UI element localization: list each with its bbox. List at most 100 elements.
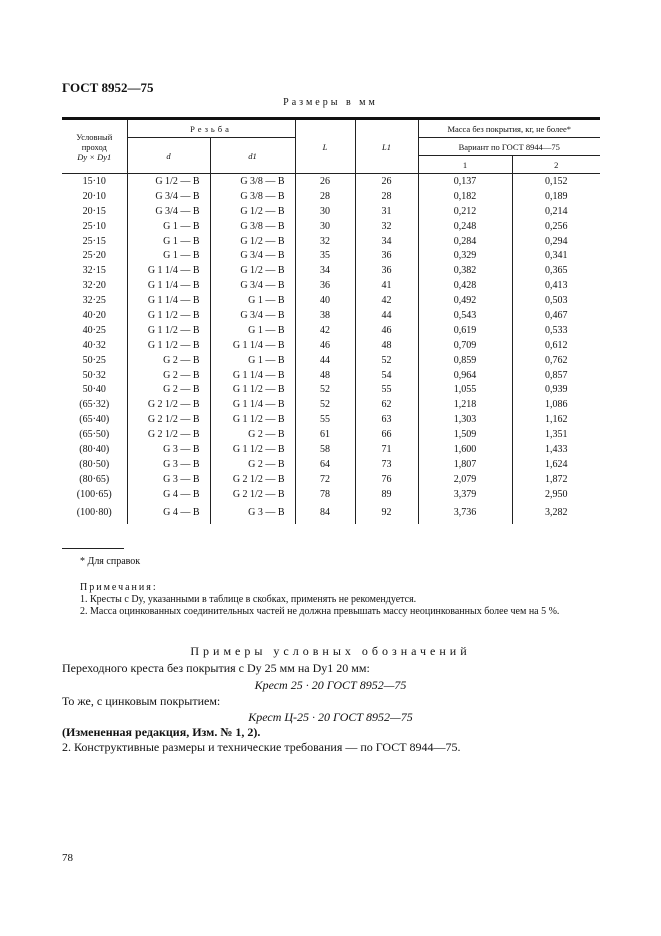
table-cell: 50·25 bbox=[62, 352, 128, 368]
table-cell: (100·80) bbox=[62, 501, 128, 524]
table-cell: G 3/4 — B bbox=[209, 308, 296, 323]
page-number: 78 bbox=[62, 852, 73, 864]
table-cell: 1,351 bbox=[511, 427, 600, 443]
footnote: * Для справок bbox=[80, 556, 141, 567]
header-d: d bbox=[126, 137, 211, 174]
table-cell: G 1 1/2 — B bbox=[126, 308, 211, 323]
table-cell: 89 bbox=[354, 486, 419, 502]
table-cell: 25·10 bbox=[62, 218, 128, 234]
table-cell: 35 bbox=[294, 248, 356, 264]
table-cell: (80·40) bbox=[62, 442, 128, 457]
table-cell: 66 bbox=[354, 427, 419, 443]
table-cell: 0,365 bbox=[511, 263, 600, 279]
table-cell: 0,248 bbox=[417, 218, 513, 234]
table-cell: 78 bbox=[294, 486, 356, 502]
table-cell: G 1/2 — B bbox=[209, 263, 296, 279]
table-cell: G 3/4 — B bbox=[126, 203, 211, 219]
table-cell: (65·50) bbox=[62, 427, 128, 443]
table-cell: 36 bbox=[354, 248, 419, 264]
table-cell: G 3/4 — B bbox=[209, 278, 296, 294]
table-cell: G 2 — B bbox=[126, 367, 211, 383]
table-cell: G 1 1/2 — B bbox=[126, 322, 211, 338]
table-cell: G 2 1/2 — B bbox=[209, 471, 296, 487]
header-L: L bbox=[294, 117, 356, 174]
table-cell: 52 bbox=[354, 352, 419, 368]
dimensions-table: Условный проход Dy × Dy1 Резьба L L1 Мас… bbox=[62, 117, 600, 524]
table-cell: 0,341 bbox=[511, 248, 600, 264]
table-cell: 0,503 bbox=[511, 293, 600, 309]
table-cell: 40 bbox=[294, 293, 356, 309]
header-thread: Резьба bbox=[126, 117, 296, 138]
table-cell: 61 bbox=[294, 427, 356, 443]
table-cell: 0,182 bbox=[417, 188, 513, 204]
table-cell: 3,736 bbox=[417, 501, 513, 524]
table-cell: G 3 — B bbox=[126, 471, 211, 487]
table-cell: 28 bbox=[354, 188, 419, 204]
table-cell: 44 bbox=[354, 308, 419, 323]
table-cell: 1,807 bbox=[417, 456, 513, 472]
table-cell: G 1 1/4 — B bbox=[126, 293, 211, 309]
table-cell: G 3/4 — B bbox=[209, 248, 296, 264]
document-title: ГОСТ 8952—75 bbox=[62, 80, 154, 95]
table-cell: 0,382 bbox=[417, 263, 513, 279]
table-cell: G 2 1/2 — B bbox=[126, 427, 211, 443]
table-cell: G 1 — B bbox=[126, 248, 211, 264]
table-cell: 30 bbox=[294, 218, 356, 234]
table-cell: 32 bbox=[294, 233, 356, 249]
table-cell: 1,433 bbox=[511, 442, 600, 457]
table-cell: G 1 1/4 — B bbox=[126, 278, 211, 294]
examples-heading: Примеры условных обозначений bbox=[190, 644, 471, 658]
table-cell: 34 bbox=[354, 233, 419, 249]
table-cell: 0,964 bbox=[417, 367, 513, 383]
table-cell: 28 bbox=[294, 188, 356, 204]
table-cell: G 3/8 — B bbox=[209, 218, 296, 234]
table-cell: 1,624 bbox=[511, 456, 600, 472]
table-cell: G 1 1/4 — B bbox=[209, 367, 296, 383]
table-cell: 44 bbox=[294, 352, 356, 368]
header-variant-1: 1 bbox=[417, 155, 513, 174]
table-cell: G 2 — B bbox=[209, 456, 296, 472]
table-cell: 73 bbox=[354, 456, 419, 472]
table-cell: 15·10 bbox=[62, 173, 128, 189]
example-1-designation: Крест 25 · 20 ГОСТ 8952—75 bbox=[254, 678, 407, 692]
table-cell: (80·65) bbox=[62, 471, 128, 487]
table-cell: 1,055 bbox=[417, 382, 513, 398]
table-cell: 63 bbox=[354, 412, 419, 428]
table-cell: 1,600 bbox=[417, 442, 513, 457]
table-cell: G 1 — B bbox=[209, 322, 296, 338]
table-cell: (100·65) bbox=[62, 486, 128, 502]
table-cell: 58 bbox=[294, 442, 356, 457]
table-cell: G 2 1/2 — B bbox=[126, 397, 211, 413]
table-cell: 32·20 bbox=[62, 278, 128, 294]
table-cell: 40·25 bbox=[62, 322, 128, 338]
table-cell: G 1 — B bbox=[209, 352, 296, 368]
table-cell: G 4 — B bbox=[126, 501, 211, 524]
table-cell: 40·32 bbox=[62, 337, 128, 353]
table-cell: 52 bbox=[294, 397, 356, 413]
header-text: Условный bbox=[76, 131, 113, 142]
table-cell: 42 bbox=[354, 293, 419, 309]
header-L1: L1 bbox=[354, 117, 419, 174]
table-cell: G 1 1/2 — B bbox=[209, 382, 296, 398]
note-1: 1. Кресты с Dy, указанными в таблице в с… bbox=[80, 594, 417, 605]
table-cell: 0,413 bbox=[511, 278, 600, 294]
table-cell: G 1 — B bbox=[126, 233, 211, 249]
table-cell: (80·50) bbox=[62, 456, 128, 472]
table-cell: 0,137 bbox=[417, 173, 513, 189]
table-cell: 41 bbox=[354, 278, 419, 294]
table-cell: 0,428 bbox=[417, 278, 513, 294]
